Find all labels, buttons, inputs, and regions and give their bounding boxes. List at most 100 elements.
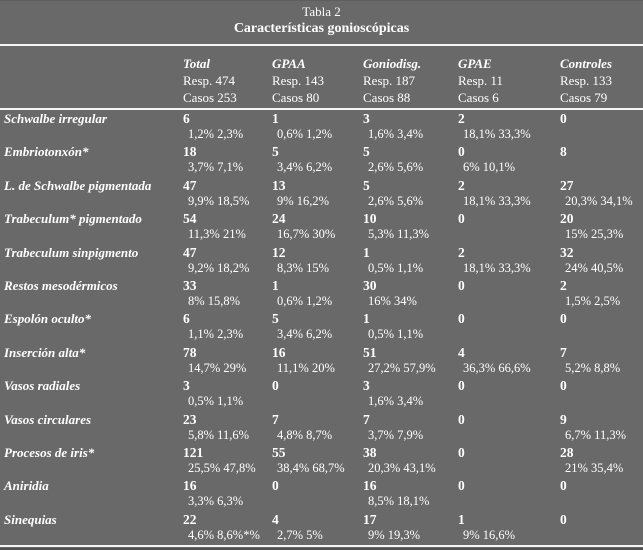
table-row: Vasos circulares 23 5,8% 11,6% 7 4,8% 8,… bbox=[0, 411, 643, 444]
cell-percentages: 3,4% 6,2% bbox=[277, 327, 333, 342]
cell-percentages: 36,3% 66,6% bbox=[463, 360, 531, 375]
cell-count: 2 bbox=[458, 244, 465, 260]
cell-count: 7 bbox=[560, 344, 567, 360]
table-cell: 55 38,4% 68,7% bbox=[272, 444, 363, 477]
cell-percentages: 4,6% 8,6%*% bbox=[188, 527, 260, 542]
table-cell: 2 18,1% 33,3% bbox=[458, 177, 560, 210]
cell-count: 0 bbox=[272, 478, 279, 494]
cell-count: 24 bbox=[272, 211, 286, 227]
table-cell: 5 2,6% 5,6% bbox=[363, 143, 458, 176]
table-row: Trabeculum sinpigmento 47 9,2% 18,2% 12 … bbox=[0, 244, 643, 277]
table-caption: Características gonioscópicas bbox=[233, 21, 410, 36]
table-cell: 16 3,3% 6,3% bbox=[183, 477, 272, 510]
cell-percentages: 1,6% 3,4% bbox=[368, 394, 424, 409]
cell-percentages: 5,3% 11,3% bbox=[368, 227, 429, 242]
cell-count: 0 bbox=[458, 378, 465, 394]
table-cell: 12 8,3% 15% bbox=[272, 244, 363, 277]
row-label: Aniridia bbox=[4, 478, 49, 494]
cell-percentages: 8% 15,8% bbox=[188, 293, 241, 308]
table-cell: 28 21% 35,4% bbox=[560, 444, 643, 477]
cell-percentages: 3,3% 6,3% bbox=[188, 494, 244, 509]
cell-percentages: 3,7% 7,9% bbox=[368, 427, 424, 442]
table-cell: 30 16% 34% bbox=[363, 277, 458, 310]
table-cell: 2 1,5% 2,5% bbox=[560, 277, 643, 310]
cell-percentages: 1,5% 2,5% bbox=[565, 293, 621, 308]
table-cell: 47 9,9% 18,5% bbox=[183, 177, 272, 210]
table-cell: 1 0,6% 1,2% bbox=[272, 277, 363, 310]
cell-percentages: 3,4% 6,2% bbox=[277, 160, 333, 175]
row-label: Schwalbe irregular bbox=[4, 111, 107, 126]
cell-count: 55 bbox=[272, 444, 286, 460]
table-cell: 2 18,1% 33,3% bbox=[458, 110, 560, 143]
cell-percentages: 38,4% 68,7% bbox=[277, 460, 345, 475]
cell-count: 1 bbox=[272, 277, 279, 293]
cell-count: 17 bbox=[363, 511, 377, 527]
cell-percentages: 15% 25,3% bbox=[565, 227, 624, 242]
table-cell: 24 16,7% 30% bbox=[272, 210, 363, 243]
table-cell: 0 bbox=[458, 310, 560, 343]
column-header: GPAA Resp. 143 Casos 80 bbox=[272, 55, 363, 108]
cell-count: 8 bbox=[560, 144, 567, 160]
table-title-block: Tabla 2 Características gonioscópicas bbox=[0, 1, 643, 44]
table-cell: 121 25,5% 47,8% bbox=[183, 444, 272, 477]
cell-count: 27 bbox=[560, 177, 574, 193]
cell-count: 5 bbox=[363, 144, 370, 160]
cell-percentages: 8,5% 18,1% bbox=[368, 494, 430, 509]
cell-percentages: 9% 16,6% bbox=[463, 527, 516, 542]
cell-percentages: 4,8% 8,7% bbox=[277, 427, 333, 442]
cell-count: 6 bbox=[183, 311, 190, 327]
cell-count: 0 bbox=[458, 411, 465, 427]
cell-count: 23 bbox=[183, 411, 197, 427]
table-row: Embriotonxón* 18 3,7% 7,1% 5 3,4% 6,2% 5… bbox=[0, 143, 643, 176]
cell-count: 32 bbox=[560, 244, 574, 260]
table-cell: 0 6% 10,1% bbox=[458, 143, 560, 176]
table-row: Restos mesodérmicos 33 8% 15,8% 1 0,6% 1… bbox=[0, 277, 643, 310]
cell-count: 6 bbox=[183, 111, 190, 126]
horizontal-rule-mid bbox=[0, 108, 643, 110]
cell-count: 0 bbox=[272, 378, 279, 394]
cell-percentages: 14,7% 29% bbox=[188, 360, 247, 375]
column-resp-count: Resp. 133 bbox=[560, 73, 612, 88]
table-cell: 1 9% 16,6% bbox=[458, 511, 560, 544]
row-label: Trabeculum sinpigmento bbox=[4, 244, 139, 260]
table-cell: 5 3,4% 6,2% bbox=[272, 143, 363, 176]
table-cell: 0 bbox=[272, 377, 363, 410]
table-row: Espolón oculto* 6 1,1% 2,3% 5 3,4% 6,2% … bbox=[0, 310, 643, 343]
cell-percentages: 16% 34% bbox=[368, 293, 417, 308]
cell-count: 1 bbox=[363, 311, 370, 327]
column-name: Goniodisg. bbox=[363, 56, 422, 71]
table-cell: 10 5,3% 11,3% bbox=[363, 210, 458, 243]
horizontal-rule-bottom bbox=[0, 545, 643, 547]
table-cell: 7 4,8% 8,7% bbox=[272, 411, 363, 444]
table-row: L. de Schwalbe pigmentada 47 9,9% 18,5% … bbox=[0, 177, 643, 210]
cell-count: 3 bbox=[183, 378, 190, 394]
cell-count: 20 bbox=[560, 211, 574, 227]
bottom-edge bbox=[0, 548, 643, 550]
table-cell: 78 14,7% 29% bbox=[183, 344, 272, 377]
table-cell: 0 bbox=[560, 477, 643, 510]
cell-count: 5 bbox=[272, 144, 279, 160]
cell-count: 3 bbox=[363, 378, 370, 394]
column-casos-count: Casos 253 bbox=[183, 90, 237, 105]
cell-percentages: 20,3% 43,1% bbox=[368, 460, 436, 475]
table-cell: 0 bbox=[272, 477, 363, 510]
table-cell: 0 bbox=[458, 477, 560, 510]
table-cell: 5 2,6% 5,6% bbox=[363, 177, 458, 210]
cell-count: 1 bbox=[272, 111, 279, 126]
cell-count: 0 bbox=[458, 311, 465, 327]
column-casos-count: Casos 80 bbox=[272, 90, 320, 105]
cell-percentages: 9,2% 18,2% bbox=[188, 260, 250, 275]
cell-percentages: 6% 10,1% bbox=[463, 160, 516, 175]
cell-percentages: 9% 16,2% bbox=[277, 193, 330, 208]
table-cell: 18 3,7% 7,1% bbox=[183, 143, 272, 176]
table-cell: 0 bbox=[458, 277, 560, 310]
cell-count: 54 bbox=[183, 211, 197, 227]
row-label: Procesos de iris* bbox=[4, 444, 95, 460]
cell-count: 33 bbox=[183, 277, 197, 293]
horizontal-rule-top bbox=[0, 44, 643, 46]
cell-count: 0 bbox=[458, 144, 465, 160]
column-name: Total bbox=[183, 56, 210, 71]
row-label: Embriotonxón* bbox=[4, 144, 89, 160]
cell-count: 10 bbox=[363, 211, 377, 227]
